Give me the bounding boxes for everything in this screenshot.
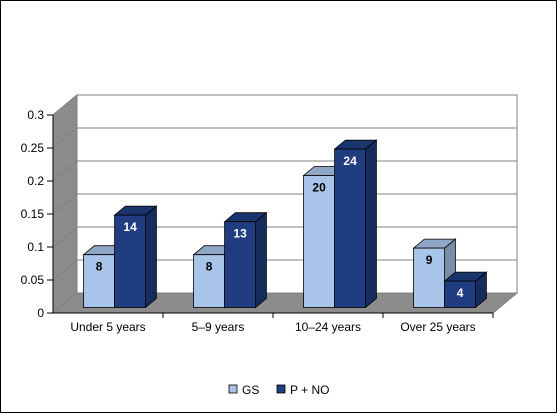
data-label: 9 (426, 253, 433, 267)
legend-swatch (228, 384, 238, 394)
legend-swatch (276, 384, 286, 394)
bar (83, 254, 115, 308)
bar (303, 175, 336, 308)
data-label: 14 (123, 220, 137, 234)
data-label: 8 (206, 260, 213, 274)
data-label: 8 (96, 260, 103, 274)
y-tick-label: 0.2 (27, 174, 44, 188)
bar-side (145, 205, 157, 309)
gridline (52, 94, 517, 116)
bar (413, 247, 446, 308)
y-tick-label: 0.3 (27, 108, 44, 122)
legend-label: GS (242, 383, 259, 397)
bar (444, 280, 477, 308)
x-tick-label: Under 5 years (70, 320, 145, 334)
data-label: 24 (343, 154, 357, 168)
bar (224, 221, 257, 308)
gridline (52, 127, 517, 149)
data-label: 20 (312, 181, 326, 195)
bar-side (365, 139, 377, 309)
y-tick-label: 0 (37, 306, 44, 320)
bar-side (255, 211, 267, 309)
x-tick-label: 10–24 years (295, 320, 361, 334)
legend-label: P + NO (290, 383, 329, 397)
y-tick-label: 0.25 (21, 141, 45, 155)
bar (334, 148, 367, 308)
x-tick-label: Over 25 years (400, 320, 475, 334)
data-label: 13 (233, 227, 247, 241)
x-tick-label: 5–9 years (192, 320, 245, 334)
data-label: 4 (457, 286, 464, 300)
y-tick-label: 0.15 (21, 207, 45, 221)
y-tick-label: 0.05 (21, 273, 45, 287)
y-tick-label: 0.1 (27, 240, 44, 254)
bar (114, 214, 146, 308)
